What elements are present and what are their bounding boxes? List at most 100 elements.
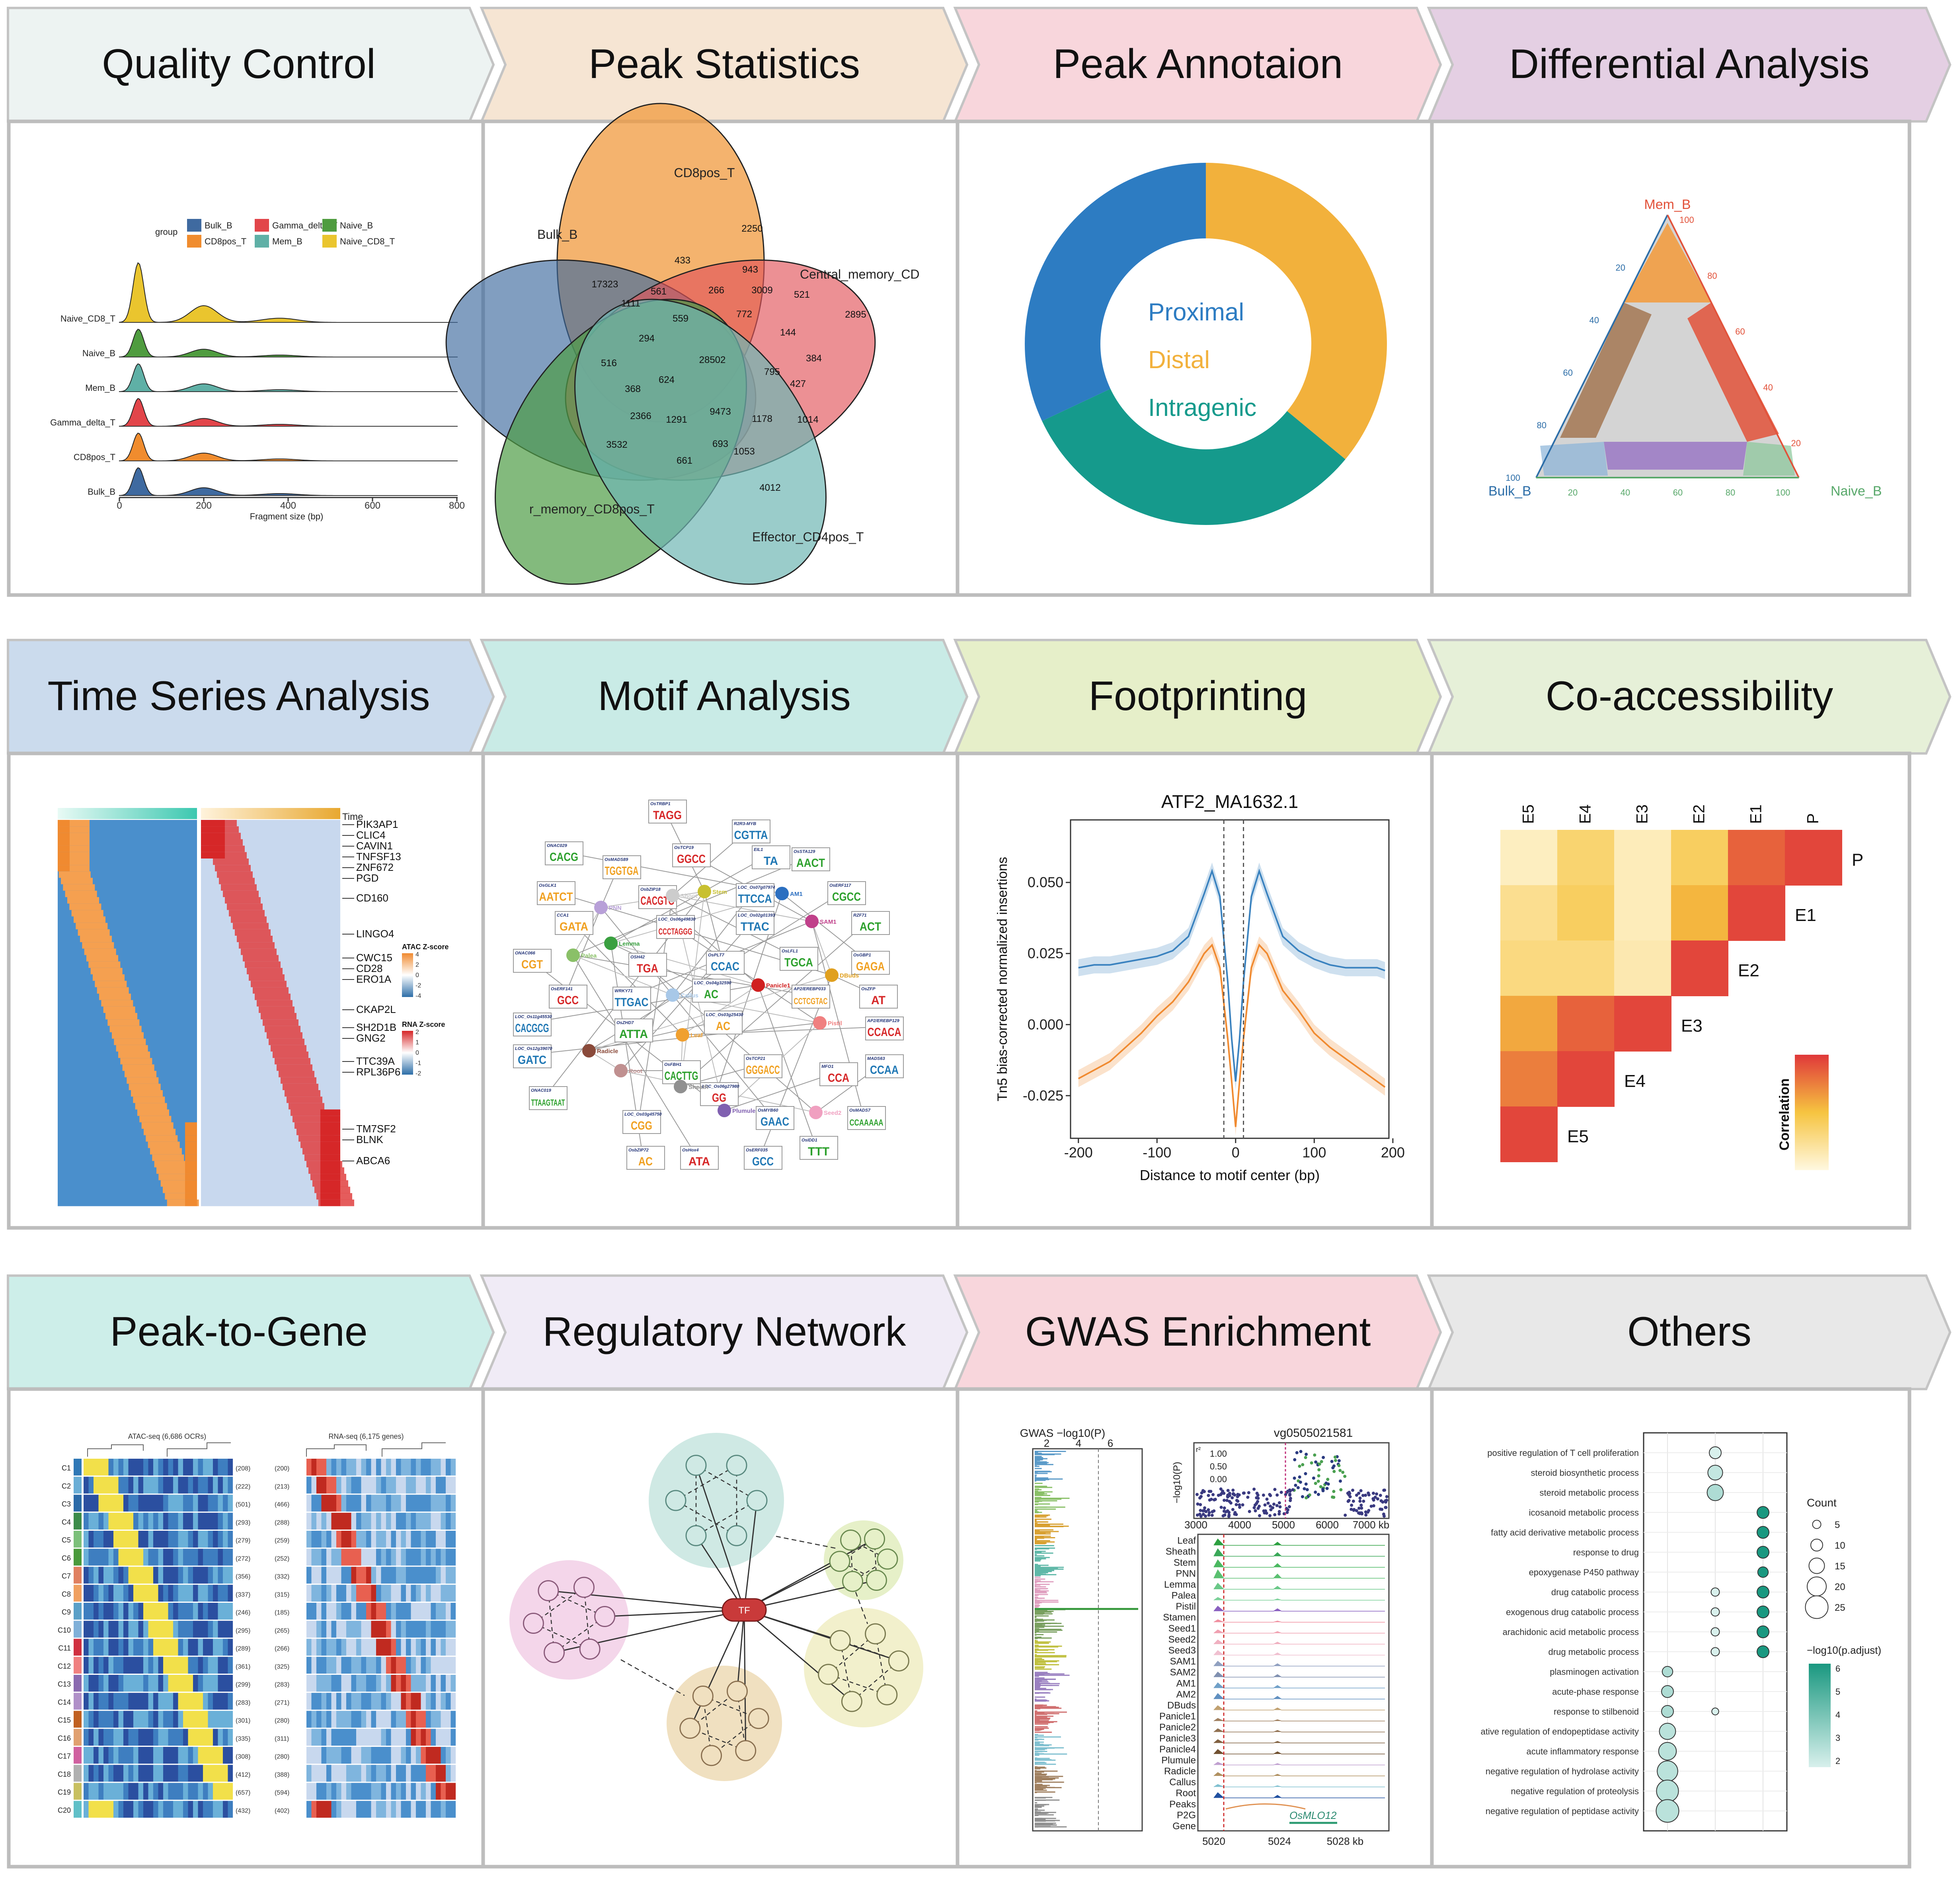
motif-logo-box xyxy=(792,847,830,871)
coacc-cell xyxy=(1557,1051,1615,1107)
motif-name: RZF71 xyxy=(853,913,867,918)
p2g-rna-cell xyxy=(376,1512,381,1530)
p2g-atac-title: ATAC-seq (6,686 OCRs) xyxy=(128,1432,206,1440)
others-count-legend-label: 25 xyxy=(1835,1602,1845,1613)
p2g-atac-cell xyxy=(153,1495,158,1512)
p2g-atac-cell xyxy=(148,1531,154,1548)
others-term-label: ative regulation of endopeptidase activi… xyxy=(1481,1727,1639,1737)
p2g-atac-cell xyxy=(223,1639,228,1656)
p2g-atac-cell xyxy=(218,1495,223,1512)
regnet-tf-node xyxy=(722,1598,767,1622)
ts-atac-edge xyxy=(185,1167,197,1174)
p2g-rna-cell xyxy=(446,1657,451,1674)
p2g-atac-cell xyxy=(213,1675,218,1692)
p2g-rna-cell xyxy=(391,1639,396,1656)
gwas-locus-point xyxy=(1305,1496,1308,1500)
ternary-top-region xyxy=(1624,223,1711,302)
gwas-manhattan-point xyxy=(1035,1818,1056,1819)
p2g-atac-cell xyxy=(103,1603,109,1620)
ts-rna-legend-tick: 2 xyxy=(415,1029,419,1036)
gwas-track-signal xyxy=(1213,1582,1385,1590)
p2g-atac-cell xyxy=(163,1783,168,1800)
p2g-rna-cell xyxy=(421,1512,426,1530)
p2g-rna-cell xyxy=(451,1512,456,1530)
p2g-cluster-label: C13 xyxy=(58,1680,71,1688)
p2g-rna-cell xyxy=(381,1693,386,1710)
header-title: Footprinting xyxy=(1088,673,1307,719)
gwas-manhattan-point xyxy=(1035,1468,1042,1469)
p2g-atac-cell xyxy=(228,1567,233,1584)
ts-gene-label: CKAP2L xyxy=(356,1003,396,1015)
p2g-rna-cell xyxy=(346,1584,351,1602)
gwas-locus-point xyxy=(1352,1499,1355,1503)
gwas-manhattan-point xyxy=(1035,1538,1044,1539)
p2g-rna-cell xyxy=(351,1783,357,1800)
p2g-rna-cell xyxy=(351,1693,357,1710)
gwas-manhattan-point xyxy=(1035,1809,1045,1811)
ts-atac-band xyxy=(122,1064,154,1071)
p2g-atac-cell xyxy=(218,1765,223,1782)
venn-count: 4012 xyxy=(759,482,780,493)
venn-count: 516 xyxy=(601,358,617,369)
gwas-manhattan-point xyxy=(1035,1649,1055,1651)
p2g-atac-cell xyxy=(88,1801,94,1818)
p2g-atac-count: (432) xyxy=(236,1807,250,1814)
coacc-cell xyxy=(1785,830,1842,886)
p2g-cluster-label: C11 xyxy=(58,1644,71,1652)
others-count-legend-dot xyxy=(1805,1595,1829,1619)
p2g-rna-cell xyxy=(396,1711,401,1728)
motif-seq: CACGCG xyxy=(515,1022,549,1035)
p2g-rna-cell xyxy=(366,1783,371,1800)
p2g-rna-cell xyxy=(361,1549,367,1566)
motif-name: OsMADS7 xyxy=(849,1108,871,1113)
gwas-manhattan-point xyxy=(1035,1625,1064,1627)
venn-count: 1111 xyxy=(621,298,640,309)
p2g-atac-cell xyxy=(158,1603,164,1620)
p2g-atac-cell xyxy=(148,1603,154,1620)
p2g-rna-cell xyxy=(401,1639,406,1656)
p2g-atac-cell xyxy=(133,1765,138,1782)
gwas-locus-point xyxy=(1330,1459,1334,1463)
ts-rna-band xyxy=(245,961,281,968)
gwas-manhattan-point xyxy=(1035,1520,1037,1522)
gwas-manhattan-point xyxy=(1035,1565,1041,1567)
gwas-locus-point xyxy=(1314,1460,1318,1464)
header-regulatory-network: Regulatory Network xyxy=(480,1274,969,1390)
gwas-manhattan-point xyxy=(1035,1574,1057,1575)
p2g-rna-cell xyxy=(386,1639,391,1656)
regnet-node xyxy=(665,1490,686,1511)
p2g-rna-cell xyxy=(401,1729,406,1746)
p2g-atac-cell xyxy=(158,1657,164,1674)
ts-atac-band xyxy=(146,1135,178,1142)
p2g-atac-cell xyxy=(103,1549,109,1566)
p2g-rna-cell xyxy=(401,1765,406,1782)
p2g-rna-cell xyxy=(326,1729,332,1746)
ts-rna-row xyxy=(201,1058,340,1065)
ts-atac-band xyxy=(59,871,91,878)
gwas-manhattan-point xyxy=(1035,1664,1059,1666)
p2g-atac-cell xyxy=(198,1621,203,1638)
p2g-rna-cell xyxy=(371,1711,376,1728)
gwas-manhattan-point xyxy=(1035,1588,1038,1590)
p2g-rna-cell xyxy=(356,1729,361,1746)
gwas-locus-point xyxy=(1333,1456,1337,1459)
ts-rna-band xyxy=(255,993,291,1001)
ts-rna-band xyxy=(267,1032,302,1039)
p2g-rna-cell xyxy=(336,1747,341,1764)
gwas-manhattan-point xyxy=(1035,1658,1042,1659)
gwas-manhattan-point xyxy=(1035,1479,1046,1481)
p2g-atac-cell xyxy=(88,1584,94,1602)
p2g-atac-cell xyxy=(118,1783,124,1800)
p2g-atac-cell xyxy=(103,1495,109,1512)
p2g-atac-cell xyxy=(228,1801,233,1818)
venn-count: 368 xyxy=(625,384,641,394)
motif-name: ONAC019 xyxy=(531,1088,552,1093)
ts-atac-row xyxy=(58,1129,197,1136)
p2g-rna-cell xyxy=(356,1477,361,1494)
p2g-atac-cell xyxy=(113,1512,119,1530)
ts-rna-edge xyxy=(320,1154,340,1161)
gwas-manhattan-point xyxy=(1035,1813,1044,1814)
p2g-rna-cell xyxy=(356,1675,361,1692)
p2g-rna-cell xyxy=(316,1584,322,1602)
gwas-locus-point xyxy=(1258,1504,1261,1508)
